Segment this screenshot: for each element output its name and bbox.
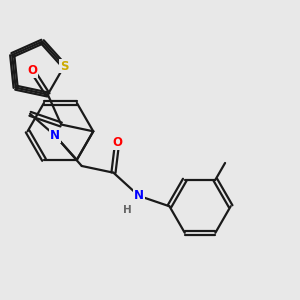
Text: S: S <box>60 60 68 73</box>
Text: H: H <box>123 205 132 215</box>
Text: N: N <box>50 129 60 142</box>
Text: O: O <box>112 136 122 148</box>
Text: N: N <box>134 189 144 202</box>
Text: O: O <box>27 64 37 77</box>
